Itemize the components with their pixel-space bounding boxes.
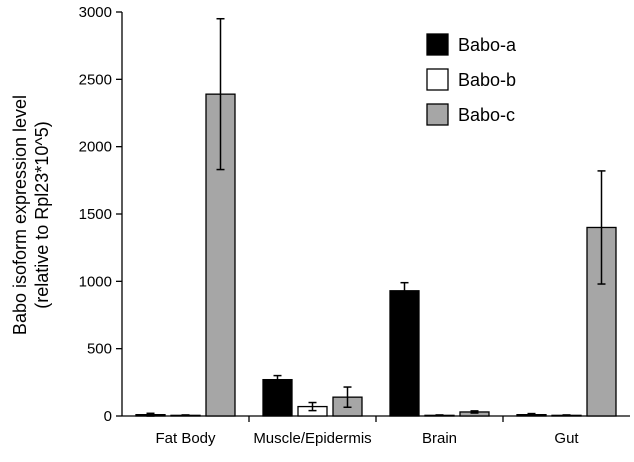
bar-babo-a-brain (389, 290, 420, 417)
x-tick-label: Fat Body (155, 430, 216, 447)
legend-swatch-babo-a (426, 33, 449, 56)
y-axis-title-group: Babo isoform expression level (relative … (10, 95, 52, 335)
legend: Babo-a Babo-b Babo-c (426, 33, 517, 126)
legend-label-babo-c: Babo-c (458, 105, 515, 125)
x-tick-label: Gut (554, 430, 579, 447)
legend-label-babo-b: Babo-b (458, 70, 516, 90)
y-tick-label: 2500 (79, 71, 112, 88)
y-tick-label: 0 (104, 408, 112, 425)
y-tick-label: 3000 (79, 4, 112, 21)
y-tick-label: 2000 (79, 139, 112, 156)
legend-swatch-babo-c (426, 103, 449, 126)
y-axis-subtitle: (relative to Rpl23*10^5) (32, 121, 52, 309)
x-tick-label: Muscle/Epidermis (253, 430, 371, 447)
y-tick-label: 1000 (79, 273, 112, 290)
x-tick-label: Brain (422, 430, 457, 447)
plot-area: 0 500 1000 1500 2000 2500 3000 Fat Body Muscle/E… (79, 4, 630, 447)
legend-label-babo-a: Babo-a (458, 35, 517, 55)
bar-babo-a-muscle-epidermis (262, 378, 293, 417)
y-tick-label: 1500 (79, 206, 112, 223)
y-axis-title: Babo isoform expression level (10, 95, 30, 335)
y-tick-label: 500 (87, 341, 112, 358)
legend-swatch-babo-b (426, 68, 449, 91)
